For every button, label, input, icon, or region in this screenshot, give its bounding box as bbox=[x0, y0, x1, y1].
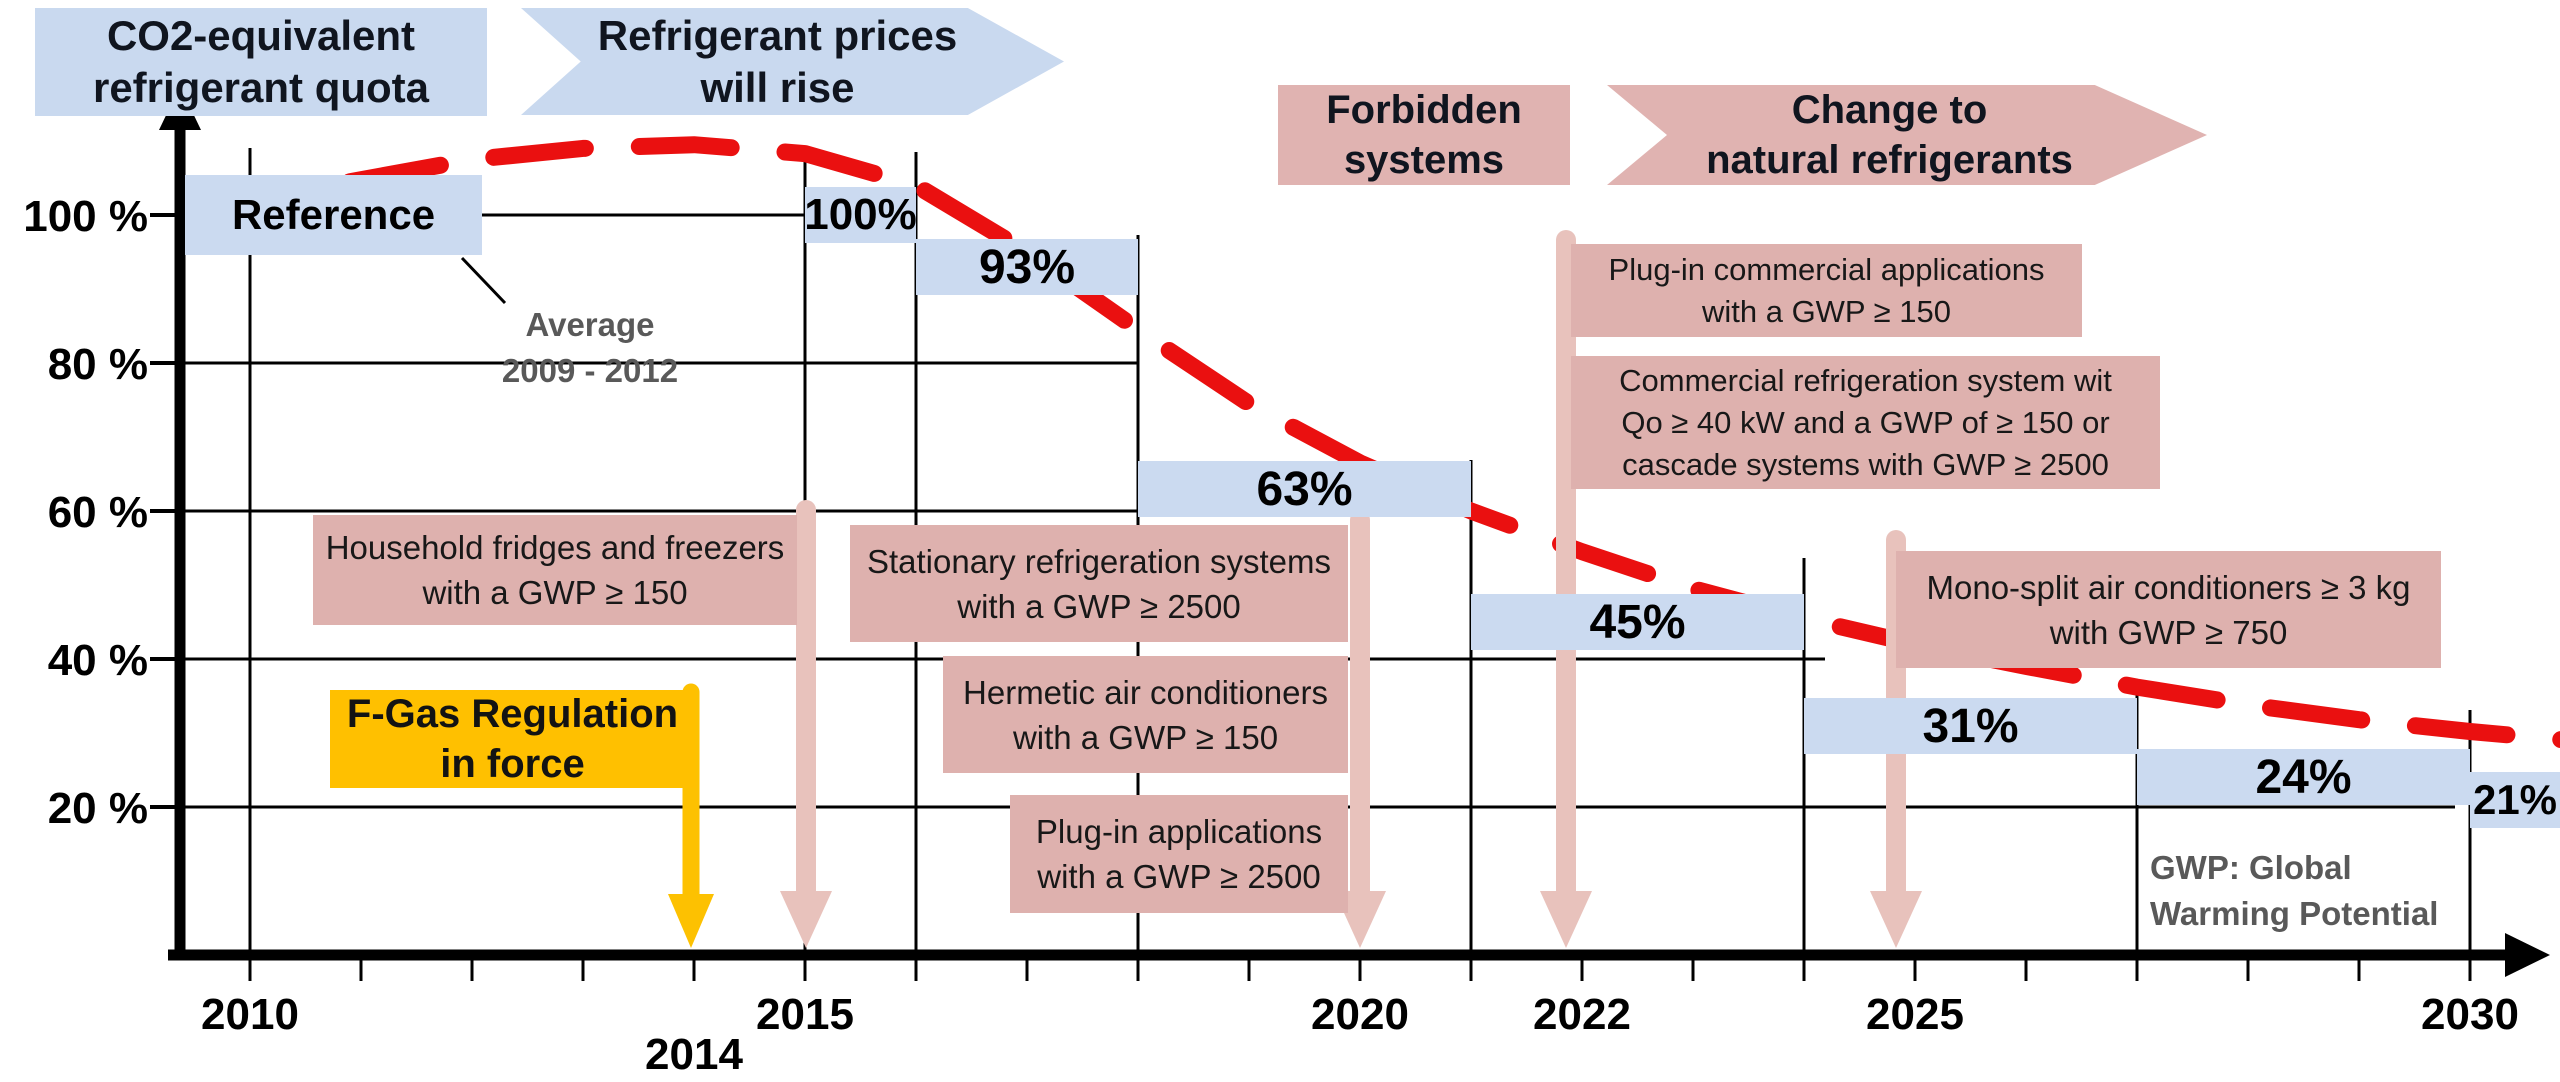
x-axis-label-2022: 2022 bbox=[1533, 990, 1631, 1039]
fgas-arrow-head bbox=[668, 894, 714, 948]
x-axis-label-2020: 2020 bbox=[1311, 990, 1409, 1039]
banner-quota-line: CO2-equivalent bbox=[106, 12, 416, 59]
ban-box-line: with GWP ≥ 750 bbox=[2049, 613, 2288, 651]
reference-callout-line bbox=[460, 256, 507, 305]
ban-box-line: with a GWP ≥ 2500 bbox=[1037, 858, 1321, 895]
ban-box-plugin-applications: Plug-in applications with a GWP ≥ 2500 bbox=[1010, 795, 1348, 913]
banner-prices-line: Refrigerant prices bbox=[597, 11, 958, 59]
reference-box: Reference bbox=[185, 175, 482, 255]
banner-quota-line: refrigerant quota bbox=[92, 64, 430, 111]
x-axis-label-2025: 2025 bbox=[1866, 990, 1964, 1039]
ban-box-line: with a GWP ≥ 150 bbox=[422, 574, 688, 611]
banner-prices-arrow: Refrigerant prices will rise bbox=[521, 8, 1064, 115]
banner-change-arrow: Change to natural refrigerants bbox=[1607, 85, 2207, 185]
ban-box-line: Plug-in applications bbox=[1035, 813, 1323, 850]
fgas-regulation-line: in force bbox=[440, 742, 585, 786]
x-axis-label-2014: 2014 bbox=[645, 1030, 743, 1079]
gwp-note: GWP: Global Warming Potential bbox=[2150, 845, 2510, 937]
average-note: Average 2009 - 2012 bbox=[440, 300, 740, 395]
ban-box-line: Commercial refrigeration system wit bbox=[1619, 362, 2112, 398]
quota-step-box-21: 21% bbox=[2470, 772, 2560, 828]
ban-arrow-2025-head bbox=[1870, 891, 1922, 948]
banner-forbidden-line: systems bbox=[1343, 138, 1505, 182]
x-axis-arrowhead bbox=[2505, 933, 2550, 977]
y-axis-label-80: 80 % bbox=[47, 340, 148, 389]
ban-box-line: with a GWP ≥ 2500 bbox=[957, 587, 1241, 625]
quota-step-box-93: 93% bbox=[916, 239, 1138, 295]
ban-box-monosplit: Mono-split air conditioners ≥ 3 kg with … bbox=[1896, 551, 2441, 668]
ban-box-line: Stationary refrigeration systems bbox=[866, 542, 1331, 580]
gwp-note-line: Warming Potential bbox=[2150, 895, 2439, 932]
ban-box-hermetic: Hermetic air conditioners with a GWP ≥ 1… bbox=[943, 656, 1348, 773]
average-note-line: 2009 - 2012 bbox=[501, 351, 679, 389]
quota-step-box-63: 63% bbox=[1138, 461, 1471, 517]
ban-box-line: Qo ≥ 40 kW and a GWP of ≥ 150 or bbox=[1621, 404, 2110, 440]
ban-box-household: Household fridges and freezers with a GW… bbox=[313, 515, 797, 625]
red-trend-curve bbox=[341, 136, 2560, 749]
ban-box-line: Hermetic air conditioners bbox=[963, 673, 1328, 711]
y-axis-label-100: 100 % bbox=[23, 192, 148, 241]
ban-box-line: with a GWP ≥ 150 bbox=[1012, 718, 1279, 756]
ban-arrow-2015-head bbox=[780, 891, 832, 948]
ban-box-line: Household fridges and freezers bbox=[325, 529, 785, 566]
banner-change-line: natural refrigerants bbox=[1706, 138, 2073, 182]
y-axis-label-60: 60 % bbox=[47, 488, 148, 537]
x-axis-label-2015: 2015 bbox=[756, 990, 854, 1039]
ban-box-commercial-refrigeration: Commercial refrigeration system wit Qo ≥… bbox=[1571, 356, 2160, 489]
average-note-line: Average bbox=[525, 305, 655, 343]
banner-prices-line: will rise bbox=[700, 63, 855, 111]
banner-forbidden-line: Forbidden bbox=[1326, 88, 1522, 132]
ban-box-line: with a GWP ≥ 150 bbox=[1701, 293, 1952, 329]
ban-box-line: Plug-in commercial applications bbox=[1608, 251, 2045, 287]
gwp-note-line: GWP: Global bbox=[2150, 849, 2352, 886]
ban-box-stationary: Stationary refrigeration systems with a … bbox=[850, 525, 1348, 642]
y-axis-label-40: 40 % bbox=[47, 636, 148, 685]
fgas-regulation-line: F-Gas Regulation bbox=[346, 692, 679, 736]
banner-forbidden: Forbidden systems bbox=[1278, 85, 1570, 185]
ban-box-line: cascade systems with GWP ≥ 2500 bbox=[1622, 446, 2109, 482]
ban-arrow-2022-head bbox=[1540, 891, 1592, 948]
quota-step-box-100: 100% bbox=[804, 187, 917, 243]
banner-change-line: Change to bbox=[1791, 88, 1988, 132]
quota-step-box-31: 31% bbox=[1804, 698, 2137, 754]
ban-box-line: Mono-split air conditioners ≥ 3 kg bbox=[1926, 568, 2411, 606]
quota-step-box-24: 24% bbox=[2137, 749, 2470, 805]
ban-box-plugin-commercial: Plug-in commercial applications with a G… bbox=[1571, 244, 2082, 337]
banner-quota: CO2-equivalent refrigerant quota bbox=[35, 8, 487, 116]
quota-step-box-45: 45% bbox=[1471, 594, 1804, 650]
y-axis-label-20: 20 % bbox=[47, 784, 148, 833]
x-axis-label-2010: 2010 bbox=[201, 990, 299, 1039]
x-axis-label-2030: 2030 bbox=[2421, 990, 2519, 1039]
fgas-regulation-box: F-Gas Regulation in force bbox=[330, 690, 695, 788]
